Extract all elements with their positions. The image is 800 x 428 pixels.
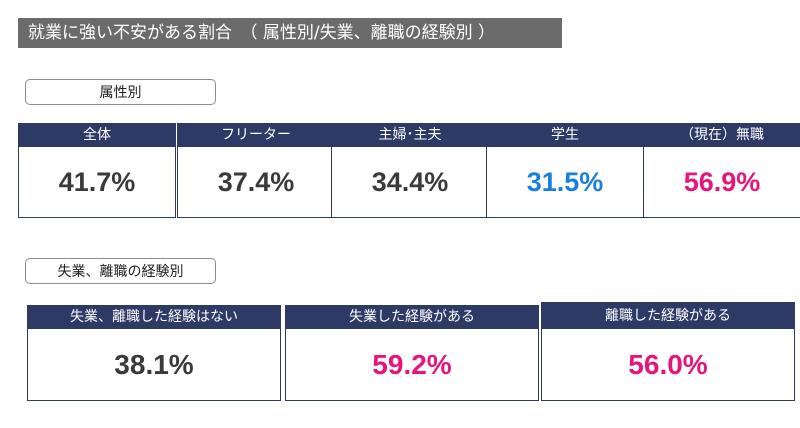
card-value: 59.2% — [372, 349, 452, 380]
card-value: 56.0% — [628, 349, 708, 380]
section-label-experience: 失業、離職の経験別 — [25, 258, 216, 284]
card-header: フリーター — [178, 124, 334, 147]
card-value: 38.1% — [114, 349, 194, 380]
card-header: 主婦･主夫 — [332, 124, 488, 147]
card-value: 31.5% — [526, 167, 604, 197]
card-header: 失業した経験がある — [286, 306, 538, 329]
card-job-leaving-experience: 離職した経験がある 56.0% — [541, 302, 795, 401]
card-no-experience: 失業、離職した経験はない 38.1% — [27, 305, 281, 401]
card-homemaker: 主婦･主夫 34.4% — [331, 123, 489, 218]
page-title: 就業に強い不安がある割合 （ 属性別/失業、離職の経験別 ） — [18, 18, 562, 48]
card-unemployment-experience: 失業した経験がある 59.2% — [285, 305, 539, 401]
card-unemployed: （現在）無職 56.9% — [643, 123, 800, 218]
card-value: 34.4% — [371, 167, 449, 197]
card-header: （現在）無職 — [644, 124, 800, 147]
card-value: 37.4% — [217, 167, 295, 197]
card-header: 学生 — [487, 124, 643, 147]
card-header: 離職した経験がある — [542, 303, 794, 329]
section-label-attributes: 属性別 — [25, 79, 216, 105]
card-header: 失業、離職した経験はない — [28, 306, 280, 329]
card-freeter: フリーター 37.4% — [177, 123, 335, 218]
card-student: 学生 31.5% — [486, 123, 644, 218]
card-value: 41.7% — [58, 167, 136, 197]
card-value: 56.9% — [683, 167, 761, 197]
card-overall: 全体 41.7% — [18, 123, 176, 218]
card-header: 全体 — [19, 124, 175, 147]
